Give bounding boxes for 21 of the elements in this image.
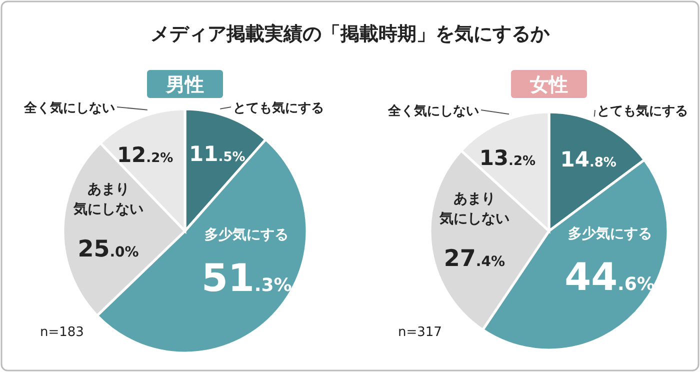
data-label: 14.8%	[560, 148, 616, 172]
slice-label: あまり気にしない	[72, 182, 144, 218]
data-label: 12.2%	[116, 142, 174, 167]
slice-label: 全く気にしない	[23, 101, 115, 116]
slice-label: 多少気にする	[568, 226, 652, 242]
text: n=317	[398, 325, 442, 340]
slice-label: 多少気にする	[204, 226, 289, 243]
chart-title: メディア掲載実績の「掲載時期」を気にするか	[150, 23, 550, 45]
chart-subtitle: 男性	[165, 74, 204, 96]
data-label: 27.4%	[444, 246, 506, 272]
text: n=183	[40, 325, 84, 340]
slice-label: あまり気にしない	[438, 191, 510, 228]
data-label: 44.6%	[564, 254, 655, 299]
data-label: 13.2%	[479, 146, 536, 170]
chart-subtitle: 女性	[529, 74, 568, 96]
data-label: 51.3%	[202, 256, 292, 300]
slice-label: 全く気にしない	[387, 104, 479, 119]
slice-label: とても気にする	[233, 101, 324, 116]
data-label: 25.0%	[78, 236, 139, 263]
data-label: 11.5%	[189, 142, 246, 166]
slice-label: とても気にする	[597, 104, 688, 119]
